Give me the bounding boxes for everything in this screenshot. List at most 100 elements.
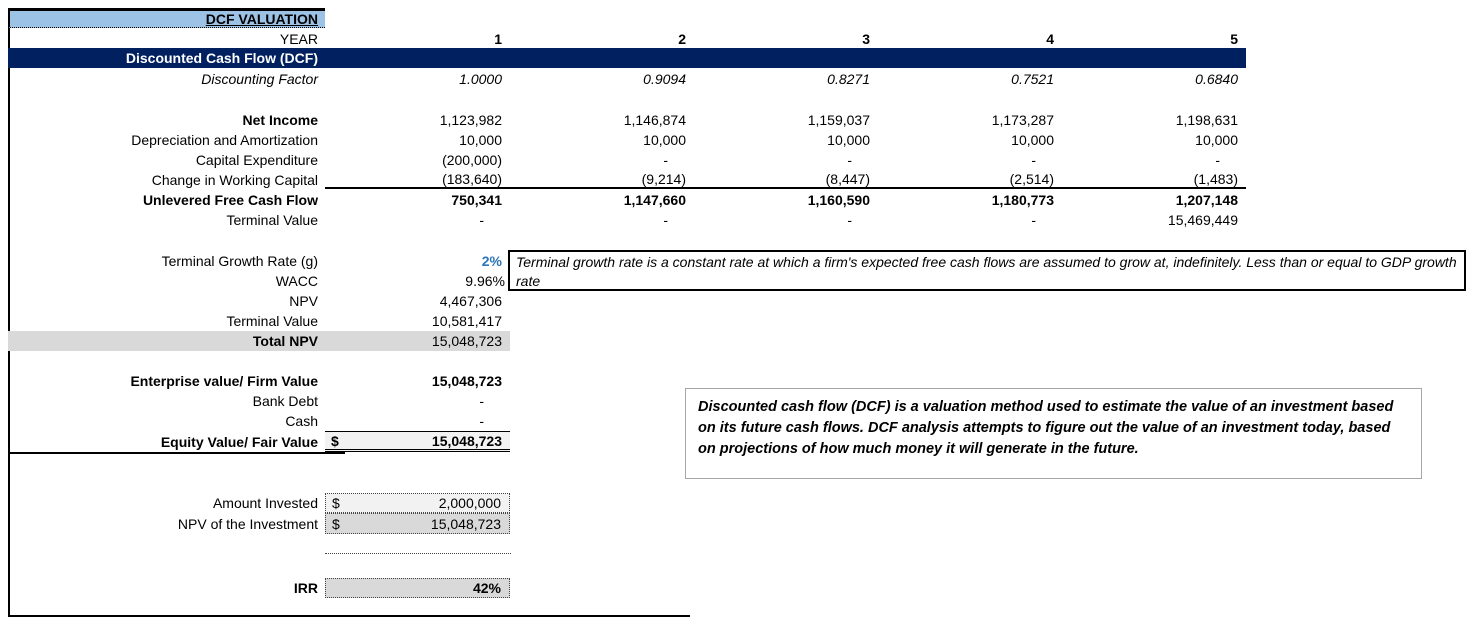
label-capital-expenditure: Capital Expenditure: [195, 152, 318, 168]
value-cell[interactable]: 15,469,449: [1167, 212, 1238, 228]
label-change-working-capital: Change in Working Capital: [151, 172, 318, 188]
value-cell[interactable]: (1,483): [1062, 171, 1246, 189]
value-cell[interactable]: 1,173,287: [991, 112, 1054, 128]
enterprise-value-cell[interactable]: 15,048,723: [431, 373, 502, 389]
npv-value-cell[interactable]: 4,467,306: [439, 293, 502, 309]
terminal-value-cell[interactable]: 10,581,417: [431, 313, 502, 329]
label-unlevered-free-cash-flow: Unlevered Free Cash Flow: [142, 192, 318, 208]
label-cash: Cash: [285, 413, 318, 429]
row-enterprise-value: Enterprise value/ Firm Value 15,048,723: [8, 371, 510, 391]
row-npv: NPV 4,467,306: [8, 291, 510, 311]
value-cell[interactable]: 10,000: [643, 132, 686, 148]
equity-value-cell[interactable]: $ 15,048,723: [325, 431, 510, 452]
sheet-left-border: [8, 10, 10, 616]
value-cell[interactable]: (200,000): [442, 152, 502, 168]
value-cell[interactable]: 1,180,773: [991, 192, 1054, 208]
row-irr: IRR 42%: [8, 577, 510, 598]
year-3-cell[interactable]: 3: [862, 31, 870, 47]
year-1-cell[interactable]: 1: [494, 31, 502, 47]
row-cash: Cash -: [8, 411, 510, 431]
value-cell[interactable]: 0.6840: [1195, 71, 1238, 87]
value-cell[interactable]: 10,000: [827, 132, 870, 148]
value-cell[interactable]: 1,198,631: [1175, 112, 1238, 128]
value-cell[interactable]: 0.8271: [827, 71, 870, 87]
label-wacc: WACC: [275, 273, 318, 289]
year-header-row: YEAR 1 2 3 4 5: [8, 29, 1246, 49]
sheet-title-cell[interactable]: DCF VALUATION: [8, 8, 325, 28]
value-cell[interactable]: 1.0000: [459, 71, 502, 87]
value-cell[interactable]: 0.7521: [1011, 71, 1054, 87]
wacc-value-cell[interactable]: 9.96%: [465, 273, 505, 289]
amount-invested-amount: 2,000,000: [438, 495, 501, 511]
value-cell[interactable]: -: [847, 212, 852, 228]
year-2-cell[interactable]: 2: [678, 31, 686, 47]
terminal-growth-rate-input[interactable]: 2%: [481, 253, 502, 269]
irr-value-cell[interactable]: 42%: [325, 577, 510, 598]
year-5-cell[interactable]: 5: [1230, 31, 1238, 47]
row-discounting-factor: Discounting Factor 1.0000 0.9094 0.8271 …: [8, 69, 1246, 89]
value-cell[interactable]: 1,159,037: [807, 112, 870, 128]
value-cell[interactable]: 1,207,148: [1175, 192, 1238, 208]
row-bank-debt: Bank Debt -: [8, 391, 510, 411]
value-cell[interactable]: 1,147,660: [623, 192, 686, 208]
value-cell[interactable]: (8,447): [694, 171, 878, 189]
value-cell[interactable]: (9,214): [510, 171, 694, 189]
label-terminal-value: Terminal Value: [226, 212, 318, 228]
row-net-income: Net Income 1,123,982 1,146,874 1,159,037…: [8, 110, 1246, 130]
value-cell[interactable]: (183,640): [325, 171, 510, 189]
label-discounting-factor: Discounting Factor: [201, 71, 318, 87]
year-label: YEAR: [279, 31, 318, 47]
row-terminal-value-summary: Terminal Value 10,581,417: [8, 311, 510, 331]
currency-symbol: $: [331, 432, 339, 449]
value-cell[interactable]: -: [1215, 152, 1220, 168]
value-cell[interactable]: 10,000: [459, 132, 502, 148]
section-banner-title: Discounted Cash Flow (DCF): [125, 50, 318, 66]
year-4-cell[interactable]: 4: [1046, 31, 1054, 47]
section-banner: Discounted Cash Flow (DCF): [8, 48, 1246, 68]
sheet-bottom-border: [8, 615, 690, 617]
value-cell[interactable]: 1,146,874: [623, 112, 686, 128]
row-equity-value: Equity Value/ Fair Value $ 15,048,723: [8, 431, 510, 452]
total-npv-value-cell[interactable]: 15,048,723: [431, 333, 502, 349]
equity-value-amount: 15,048,723: [431, 432, 502, 449]
label-bank-debt: Bank Debt: [252, 393, 318, 409]
row-capital-expenditure: Capital Expenditure (200,000) - - - -: [8, 150, 1246, 170]
label-depreciation-amortization: Depreciation and Amortization: [131, 132, 318, 148]
currency-symbol: $: [332, 515, 340, 532]
value-cell[interactable]: -: [1031, 152, 1036, 168]
cash-value-cell[interactable]: -: [479, 413, 484, 429]
value-cell[interactable]: 1,123,982: [439, 112, 502, 128]
label-npv: NPV: [289, 293, 318, 309]
value-cell[interactable]: 1,160,590: [807, 192, 870, 208]
value-cell[interactable]: 10,000: [1011, 132, 1054, 148]
terminal-growth-note-box: Terminal growth rate is a constant rate …: [508, 250, 1466, 291]
dotted-separator: [325, 553, 511, 554]
row-amount-invested: Amount Invested $ 2,000,000: [8, 493, 510, 513]
amount-invested-input[interactable]: $ 2,000,000: [325, 493, 510, 513]
dcf-definition-note-box: Discounted cash flow (DCF) is a valuatio…: [685, 388, 1422, 479]
value-cell[interactable]: -: [479, 212, 484, 228]
label-equity-value: Equity Value/ Fair Value: [160, 433, 318, 450]
value-cell[interactable]: -: [847, 152, 852, 168]
value-cell[interactable]: 750,341: [451, 192, 502, 208]
value-cell[interactable]: 0.9094: [643, 71, 686, 87]
value-cell[interactable]: 10,000: [1195, 132, 1238, 148]
value-cell[interactable]: -: [663, 152, 668, 168]
value-cell[interactable]: -: [1031, 212, 1036, 228]
terminal-growth-note-text: Terminal growth rate is a constant rate …: [516, 254, 1457, 289]
bank-debt-value-cell[interactable]: -: [479, 393, 484, 409]
row-npv-investment: NPV of the Investment $ 15,048,723: [8, 513, 510, 534]
value-cell[interactable]: -: [663, 212, 668, 228]
label-enterprise-value: Enterprise value/ Firm Value: [130, 373, 318, 389]
row-wacc: WACC 9.96%: [8, 271, 510, 291]
label-total-npv: Total NPV: [252, 333, 318, 349]
value-cell[interactable]: (2,514): [878, 171, 1062, 189]
row-change-working-capital: Change in Working Capital (183,640) (9,2…: [8, 170, 1246, 190]
label-terminal-value-summary: Terminal Value: [226, 313, 318, 329]
dcf-definition-note-text: Discounted cash flow (DCF) is a valuatio…: [698, 399, 1394, 457]
npv-investment-cell[interactable]: $ 15,048,723: [325, 513, 510, 534]
label-npv-investment: NPV of the Investment: [177, 515, 318, 532]
label-amount-invested: Amount Invested: [212, 495, 318, 511]
equity-row-underline: [8, 452, 345, 454]
